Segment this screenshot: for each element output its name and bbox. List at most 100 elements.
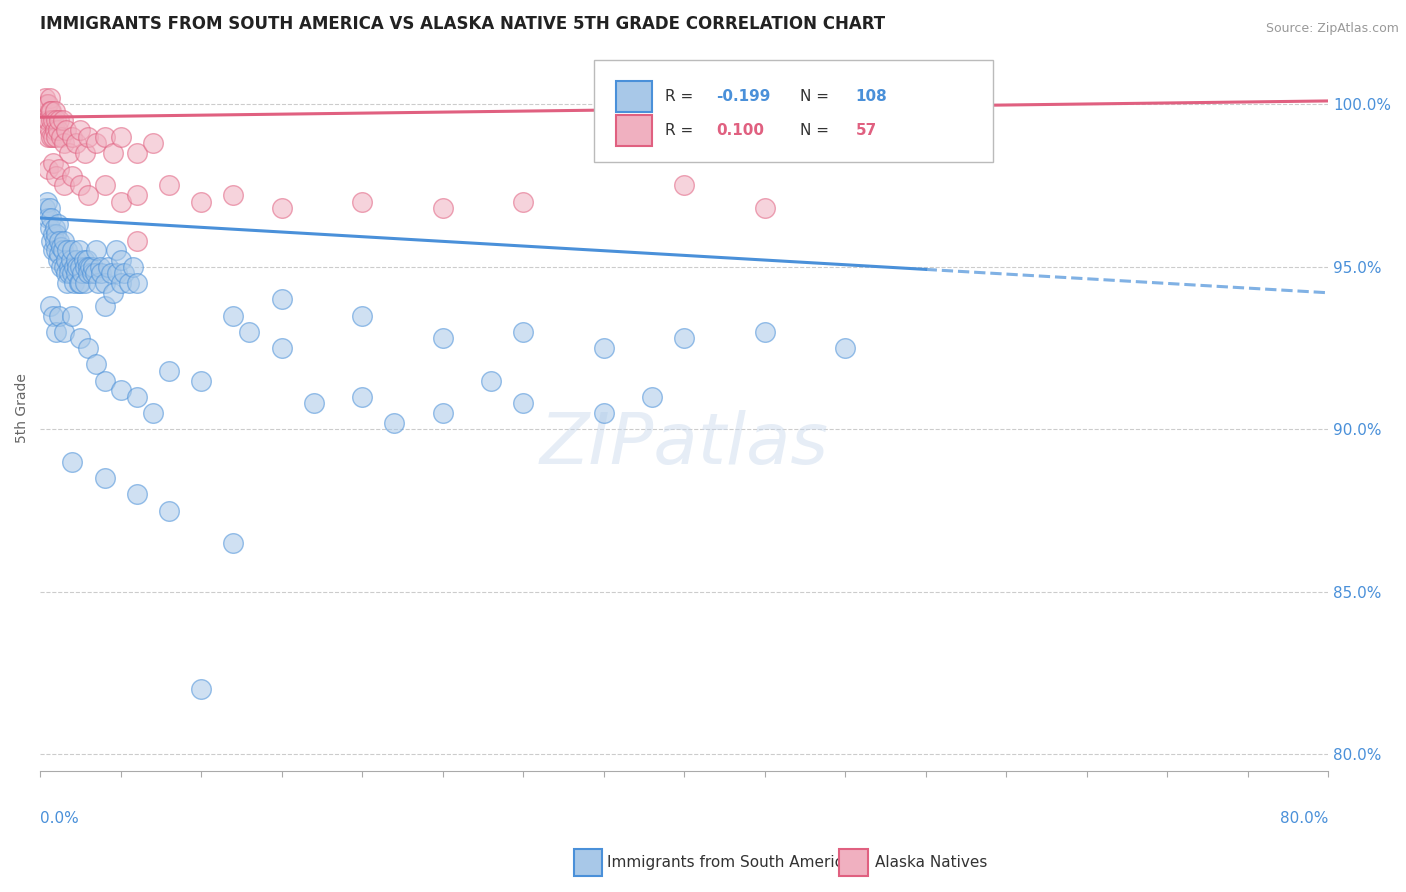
Text: N =: N = [800, 123, 834, 138]
Point [46, 253, 69, 268]
Point [110, 276, 132, 290]
Point [53, 260, 76, 274]
Point [352, 194, 374, 209]
Point [42, 244, 65, 258]
Point [222, 188, 245, 202]
Point [592, 341, 614, 355]
Point [142, 136, 165, 151]
Point [110, 384, 132, 398]
Point [52, 113, 75, 128]
Point [75, 276, 97, 290]
Point [101, 145, 124, 160]
Point [641, 390, 664, 404]
Point [86, 244, 108, 258]
Point [87, 276, 110, 290]
Point [42, 113, 65, 128]
Point [37, 162, 59, 177]
Point [45, 113, 67, 128]
Point [38, 299, 60, 313]
Point [42, 227, 65, 242]
Point [45, 129, 67, 144]
Point [82, 260, 104, 274]
Point [42, 155, 65, 169]
Point [222, 536, 245, 550]
Point [77, 266, 100, 280]
Point [65, 136, 87, 151]
Point [93, 374, 115, 388]
Point [69, 331, 91, 345]
Point [56, 276, 79, 290]
Point [65, 266, 87, 280]
Point [75, 260, 97, 274]
Point [86, 136, 108, 151]
Point [93, 276, 115, 290]
Point [48, 309, 70, 323]
Point [97, 260, 120, 274]
Point [59, 253, 82, 268]
Point [673, 178, 696, 193]
Text: -0.199: -0.199 [716, 89, 770, 104]
Point [110, 194, 132, 209]
Point [48, 162, 70, 177]
Text: 0.0%: 0.0% [41, 811, 79, 826]
Point [55, 253, 77, 268]
Text: R =: R = [665, 89, 697, 104]
Point [93, 299, 115, 313]
Point [270, 341, 292, 355]
Point [104, 244, 127, 258]
Text: N =: N = [800, 89, 834, 104]
Point [49, 240, 72, 254]
Point [190, 682, 212, 697]
Point [65, 253, 87, 268]
Point [60, 309, 83, 323]
Point [58, 145, 80, 160]
Point [63, 276, 86, 290]
Point [105, 266, 128, 280]
Point [512, 396, 534, 410]
Point [41, 113, 63, 128]
Point [37, 211, 59, 225]
Point [382, 416, 405, 430]
Point [83, 266, 105, 280]
Point [45, 325, 67, 339]
Point [48, 113, 70, 128]
Point [157, 178, 180, 193]
Point [52, 244, 75, 258]
Point [70, 266, 93, 280]
Point [512, 194, 534, 209]
Point [118, 276, 141, 290]
Point [75, 145, 97, 160]
Point [125, 390, 148, 404]
Point [77, 188, 100, 202]
Point [754, 325, 776, 339]
Text: Source: ZipAtlas.com: Source: ZipAtlas.com [1265, 22, 1399, 36]
Point [53, 136, 76, 151]
Point [302, 396, 325, 410]
Point [49, 129, 72, 144]
FancyBboxPatch shape [616, 81, 652, 112]
FancyBboxPatch shape [593, 60, 993, 161]
Point [44, 103, 66, 118]
Point [35, 97, 58, 112]
Point [77, 260, 100, 274]
Point [93, 129, 115, 144]
Text: ZIPatlas: ZIPatlas [540, 410, 828, 479]
Point [44, 220, 66, 235]
Point [60, 244, 83, 258]
Point [60, 169, 83, 183]
Point [37, 113, 59, 128]
Point [432, 331, 454, 345]
Point [67, 244, 90, 258]
Point [86, 357, 108, 371]
Point [157, 503, 180, 517]
Point [432, 201, 454, 215]
Point [56, 244, 79, 258]
Point [46, 218, 69, 232]
Point [157, 364, 180, 378]
Point [77, 341, 100, 355]
Point [352, 309, 374, 323]
Point [67, 276, 90, 290]
Point [110, 129, 132, 144]
Point [53, 234, 76, 248]
Point [46, 123, 69, 137]
